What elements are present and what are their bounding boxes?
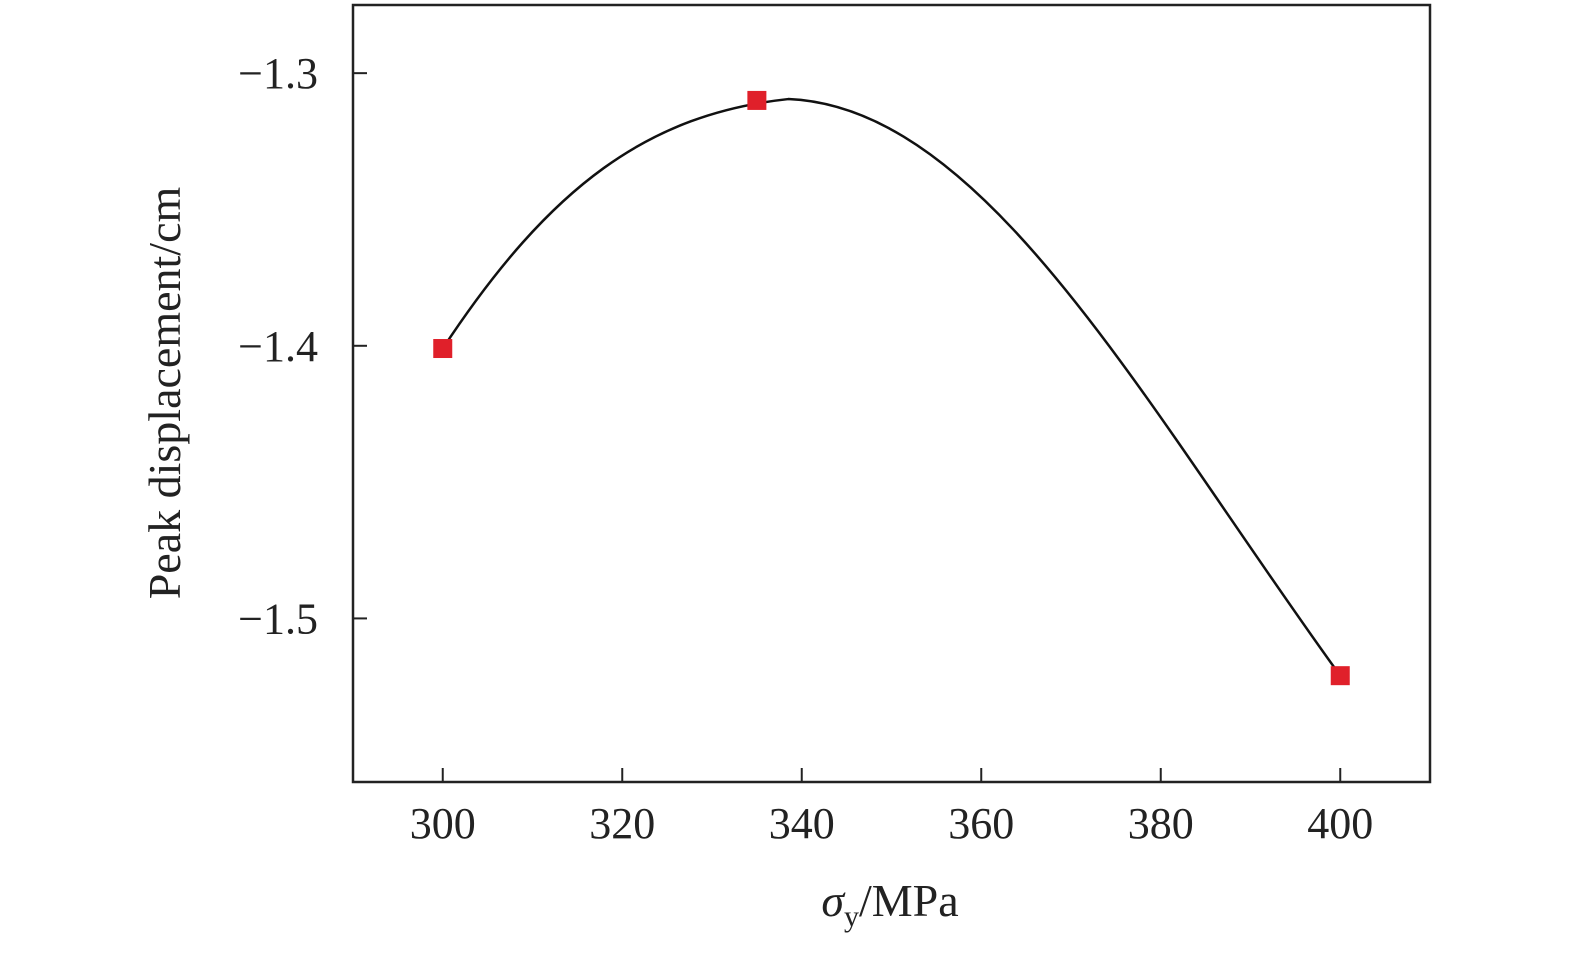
y-tick-label: −1.3 [238,49,318,98]
y-axis-title: Peak displacement/cm [139,186,190,599]
series-fit-curve [441,97,1342,677]
x-tick-label: 340 [769,799,835,848]
y-tick-label: −1.4 [238,322,318,371]
x-tick-label: 380 [1128,799,1194,848]
x-axis-title-unit: /MPa [859,875,959,926]
data-point-marker [433,339,453,359]
x-tick-label: 360 [948,799,1014,848]
plot-frame [351,3,1432,784]
x-tick-label: 400 [1307,799,1373,848]
x-tick-label: 300 [410,799,476,848]
x-axis-title: σy/MPa [821,875,958,933]
x-axis-title-symbol: σ [821,875,846,926]
y-axis-ticks: −1.3 −1.4 −1.5 [238,49,367,643]
x-tick-label: 320 [589,799,655,848]
data-point-marker [747,90,767,110]
y-tick-label: −1.5 [238,594,318,643]
x-axis-ticks: 300 320 340 360 380 400 [410,768,1373,848]
data-point-marker [1330,666,1350,686]
x-axis-title-subscript: y [844,900,859,933]
series-markers [433,90,1350,686]
